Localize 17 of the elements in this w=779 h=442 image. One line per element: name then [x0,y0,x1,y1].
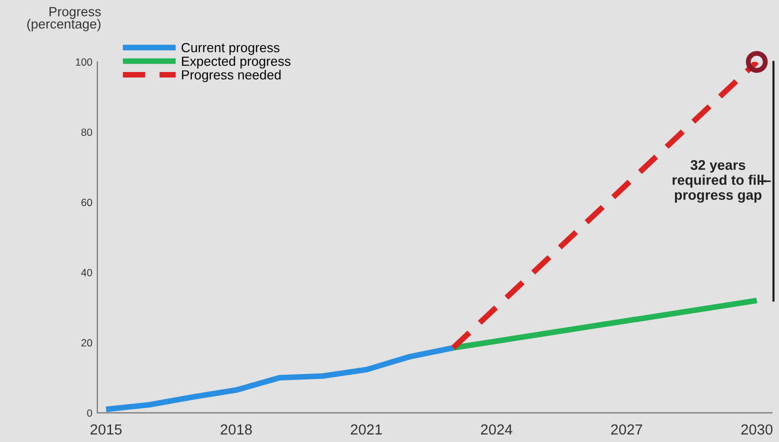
y-tick-label: 80 [81,128,92,136]
x-tick-label: 2015 [90,424,122,435]
y-tick-label: 40 [81,268,92,276]
legend-label: Current progress [182,42,280,55]
annotation: 32 years required to fill progress gap [672,160,764,203]
x-tick-label: 2024 [481,424,512,435]
legend-label: Progress needed [182,70,281,82]
y-tick-label: 0 [87,409,92,417]
x-tick-label: 2021 [350,424,382,435]
legend-label: Expected progress [182,56,290,69]
y-tick-label: 100 [76,58,92,66]
x-tick-label: 2027 [611,424,642,435]
x-tick-label: 2030 [741,424,772,435]
y-tick-label: 20 [81,339,92,347]
y-tick-label: 60 [81,198,92,206]
y-axis-title: Progress (percentage) [27,7,101,32]
x-tick-label: 2018 [220,424,252,435]
